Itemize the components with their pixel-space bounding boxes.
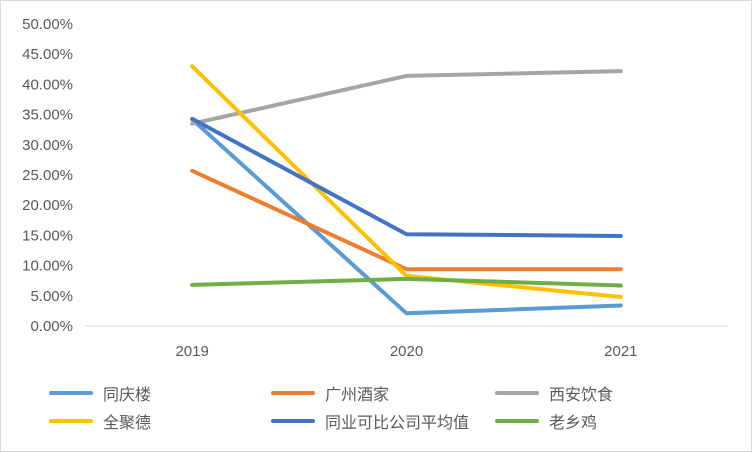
series-line: [190, 117, 623, 316]
x-tick-label: 2019: [175, 343, 208, 360]
series-line: [190, 69, 623, 126]
y-tick-label: 20.00%: [22, 197, 73, 214]
series-line: [190, 168, 623, 272]
series-line: [190, 276, 623, 288]
y-tick-label: 10.00%: [22, 258, 73, 275]
y-tick-label: 35.00%: [22, 107, 73, 124]
x-tick-label: 2020: [390, 343, 423, 360]
y-tick-label: 45.00%: [22, 46, 73, 63]
y-tick-label: 40.00%: [22, 76, 73, 93]
y-tick-label: 15.00%: [22, 227, 73, 244]
y-tick-label: 30.00%: [22, 137, 73, 154]
y-tick-label: 50.00%: [22, 16, 73, 33]
y-tick-label: 0.00%: [30, 318, 73, 335]
y-tick-label: 5.00%: [30, 288, 73, 305]
series-line: [190, 116, 623, 238]
series-line: [190, 64, 623, 299]
x-tick-label: 2021: [604, 343, 637, 360]
y-tick-label: 25.00%: [22, 167, 73, 184]
